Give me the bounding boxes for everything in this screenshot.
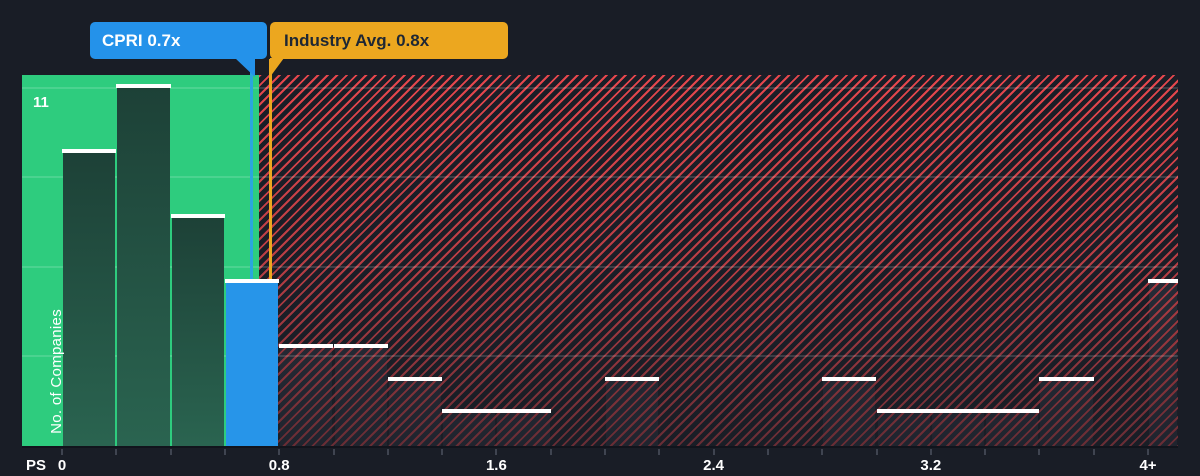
bar-top-cap xyxy=(1148,279,1178,284)
x-tick-label: 0.8 xyxy=(268,457,290,474)
y-axis-max-label: 11 xyxy=(33,94,49,111)
x-tick-label: 0 xyxy=(57,457,67,474)
above-average-region xyxy=(259,75,1178,446)
x-axis-tick xyxy=(278,449,281,455)
plot-area: 11 No. of Companies xyxy=(22,75,1178,446)
bar-top-cap xyxy=(442,409,497,414)
x-axis-tick xyxy=(332,449,335,455)
x-axis-tick xyxy=(929,449,932,455)
x-axis-tick xyxy=(1147,449,1149,455)
histogram-bar[interactable] xyxy=(63,153,116,446)
company-tooltip: CPRI 0.7x xyxy=(90,22,267,59)
industry-average-line xyxy=(269,59,272,279)
bar-top-cap xyxy=(876,409,931,414)
x-axis-tick xyxy=(821,449,824,455)
gridline xyxy=(22,176,1178,179)
industry-average-tooltip-label: Industry Avg. 0.8x xyxy=(284,31,430,50)
bar-top-cap xyxy=(387,376,443,381)
bar-top-cap xyxy=(605,376,660,381)
bar-top-cap xyxy=(333,344,388,349)
x-axis-tick xyxy=(61,449,63,455)
bar-top-cap xyxy=(930,409,986,414)
y-axis-label: No. of Companies xyxy=(48,309,65,434)
x-tick-label: 2.4 xyxy=(703,457,725,474)
x-axis-tick xyxy=(604,449,606,455)
histogram-bar[interactable] xyxy=(171,218,224,446)
x-axis-unit-label: PS xyxy=(26,457,47,474)
x-tick-label: 4+ xyxy=(1139,457,1157,474)
x-axis-line xyxy=(22,446,1178,448)
gridline xyxy=(22,355,1178,358)
bar-top-cap xyxy=(1039,376,1094,381)
bar-top-cap xyxy=(985,409,1040,414)
x-tick-label: 1.6 xyxy=(485,457,507,474)
x-tick-label: 3.2 xyxy=(920,457,942,474)
x-axis-tick xyxy=(386,449,389,455)
x-axis-tick xyxy=(1092,449,1095,455)
red-hatch-pattern-overlay xyxy=(259,75,1178,446)
x-axis-tick xyxy=(223,449,226,455)
bar-top-cap xyxy=(170,214,225,219)
histogram-bar[interactable] xyxy=(117,87,170,446)
gridline xyxy=(22,265,1178,268)
bar-top-cap xyxy=(279,344,334,349)
company-tooltip-pointer-icon xyxy=(235,58,255,77)
gridline xyxy=(22,86,1178,89)
x-axis-tick xyxy=(984,449,987,455)
bar-top-cap xyxy=(224,279,280,284)
industry-average-tooltip: Industry Avg. 0.8x xyxy=(270,22,508,59)
company-tooltip-label: CPRI 0.7x xyxy=(102,31,181,50)
x-axis-tick xyxy=(549,449,552,455)
bar-top-cap xyxy=(822,376,877,381)
x-axis-tick xyxy=(1038,449,1041,455)
company-marker-line xyxy=(250,59,253,279)
x-axis-tick xyxy=(712,449,715,455)
x-axis-tick xyxy=(495,449,498,455)
x-axis-tick xyxy=(766,449,769,455)
x-axis-tick xyxy=(169,449,172,455)
x-axis-tick xyxy=(875,449,878,455)
bar-top-cap xyxy=(116,83,171,88)
histogram-bar[interactable] xyxy=(225,283,279,446)
x-axis-tick xyxy=(115,449,118,455)
x-axis-tick xyxy=(441,449,444,455)
x-axis-tick xyxy=(658,449,661,455)
bar-top-cap xyxy=(496,409,551,414)
bar-top-cap xyxy=(62,149,117,154)
industry-tooltip-pointer-icon xyxy=(270,58,284,77)
